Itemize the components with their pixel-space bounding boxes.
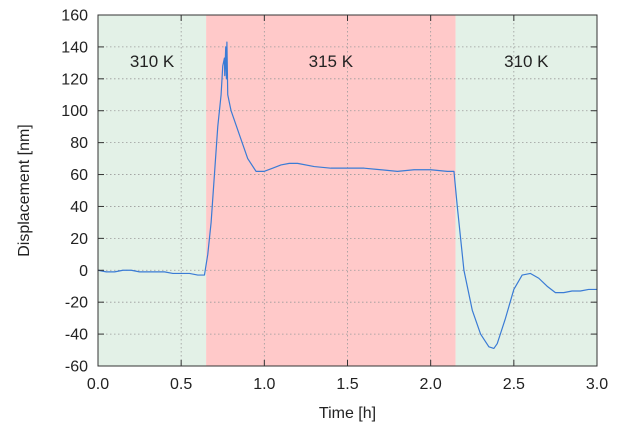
- temperature-region: [98, 15, 207, 366]
- x-tick-label: 3.0: [586, 376, 608, 393]
- temperature-region: [206, 15, 456, 366]
- region-label: 310 K: [130, 52, 175, 71]
- y-tick-label: 120: [61, 71, 88, 88]
- temperature-region: [455, 15, 597, 366]
- x-axis-label: Time [h]: [319, 405, 376, 422]
- x-tick-label: 2.0: [420, 376, 442, 393]
- y-tick-label: 20: [70, 231, 88, 248]
- y-tick-label: 140: [61, 39, 88, 56]
- x-tick-label: 0.5: [170, 376, 192, 393]
- y-tick-label: -20: [65, 295, 88, 312]
- x-tick-label: 0.0: [87, 376, 109, 393]
- y-tick-label: 0: [79, 263, 88, 280]
- y-tick-label: -40: [65, 327, 88, 344]
- x-tick-label: 2.5: [503, 376, 525, 393]
- region-labels: 310 K 315 K 310 K: [130, 52, 549, 71]
- y-tick-label: 160: [61, 8, 88, 25]
- region-label: 310 K: [504, 52, 549, 71]
- region-label: 315 K: [309, 52, 354, 71]
- y-axis-label: Displacement [nm]: [16, 124, 33, 257]
- temperature-regions: [98, 15, 597, 366]
- y-tick-label: 40: [70, 199, 88, 216]
- y-tick-label: 60: [70, 167, 88, 184]
- series-layer: [97, 41, 597, 350]
- y-tick-label: -60: [65, 359, 88, 376]
- y-tick-label: 80: [70, 135, 88, 152]
- x-tick-label: 1.0: [253, 376, 275, 393]
- x-tick-label: 1.5: [336, 376, 358, 393]
- displacement-series-line: [97, 41, 597, 350]
- y-tick-label: 100: [61, 103, 88, 120]
- axis-ticks: 0.0 0.5 1.0 1.5 2.0 2.5 3.0 -60 -40 -20 0 20 40 60 80 1…: [61, 8, 608, 394]
